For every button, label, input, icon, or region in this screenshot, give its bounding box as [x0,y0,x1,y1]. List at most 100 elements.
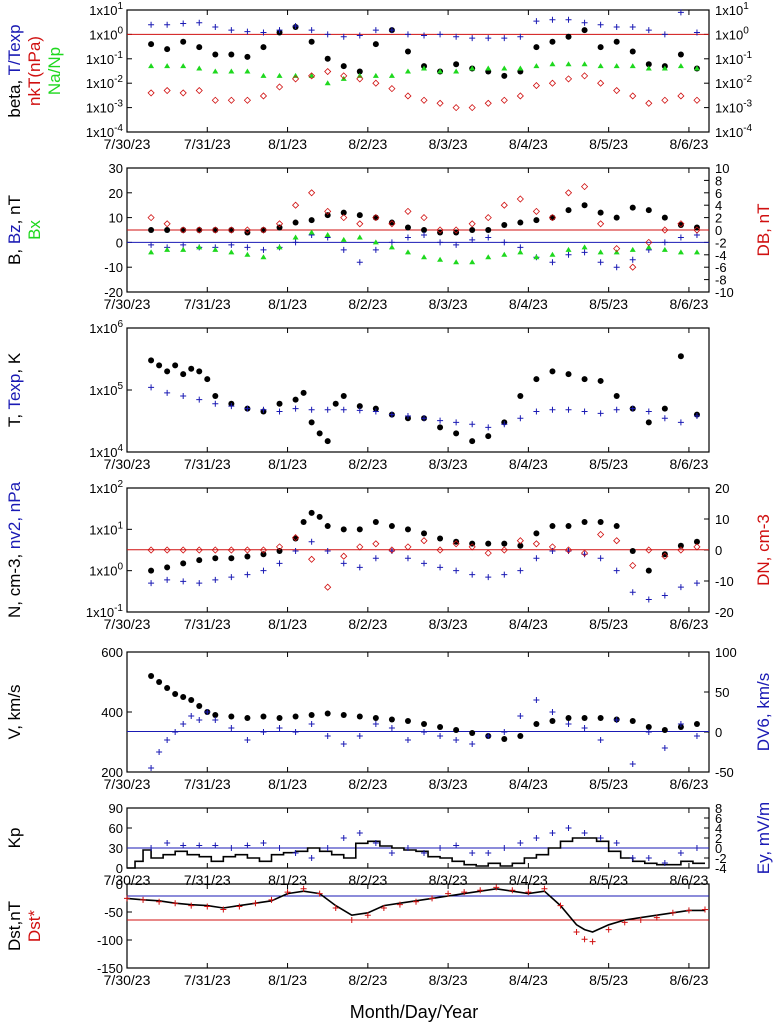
series-dot [148,509,700,574]
data-point [380,905,387,911]
data-point [533,408,540,415]
data-point [276,72,283,78]
data-point [140,896,147,903]
data-point [669,909,676,916]
data-point [565,246,572,252]
data-point [613,214,620,221]
data-point [284,889,291,896]
y-tick-label: 1x102 [89,479,123,496]
data-point [212,712,219,718]
data-point [244,737,251,743]
data-point [493,884,500,891]
data-point [372,519,379,526]
left-axis-label: beta, T/Texp [5,24,24,117]
data-point [227,546,235,554]
data-point [204,709,211,715]
x-tick-label: 8/3/23 [429,972,468,988]
right-y-tick-label: 0 [715,725,722,740]
data-point [565,251,572,258]
data-point [292,201,300,209]
data-point [565,61,572,67]
data-point [516,195,524,203]
data-point [188,365,195,372]
data-point [340,393,347,400]
data-point [260,729,267,735]
data-point [179,546,187,554]
data-point [565,523,572,530]
data-point [404,234,411,241]
data-point [453,737,460,743]
data-point [549,38,556,45]
x-tick-label: 8/2/23 [348,296,387,312]
data-point [452,226,460,234]
data-point [276,560,283,567]
data-point [212,555,219,562]
right-y-tick-label: -10 [715,574,734,589]
data-point [677,63,684,69]
x-tick-label: 7/31/23 [184,972,231,988]
data-point [148,384,155,391]
data-point [292,547,299,554]
data-point [195,86,203,95]
data-point [597,63,604,69]
data-point [565,371,572,378]
y-tick-label: 10 [109,211,123,226]
data-point [324,80,331,86]
data-point [260,246,267,253]
data-point [259,546,268,554]
data-point [468,220,476,228]
x-tick-label: 7/30/23 [104,776,151,792]
data-point [501,736,508,742]
data-point [436,546,444,554]
data-point [693,249,700,255]
data-point [243,546,251,554]
data-point [661,727,668,733]
data-point [613,567,620,574]
data-point [268,896,275,903]
data-point [581,936,588,943]
data-point [404,737,411,743]
data-point [404,543,412,551]
right-y-tick-label: -4 [715,861,727,876]
data-point [597,209,604,216]
right-y-tick-label: 100 [715,645,737,660]
data-point [324,231,331,237]
data-point [396,901,403,908]
data-point [437,256,444,262]
data-point [356,403,363,410]
panel-frame [126,9,710,133]
data-point [404,68,411,74]
data-point [180,63,187,69]
data-point [372,27,379,34]
data-point [164,63,171,69]
data-point [324,67,332,76]
data-point [421,231,428,238]
right-axis-label: Ey, mV/m [754,802,773,874]
data-point [356,68,363,75]
data-point [260,406,267,413]
data-point [211,96,219,104]
series-plus [148,384,700,431]
data-point [581,830,588,836]
data-point [276,244,283,250]
data-point [324,55,331,62]
data-point [645,729,652,735]
panel-frame [126,807,710,869]
data-point [180,20,187,27]
data-point [517,567,524,574]
data-point [437,733,444,739]
data-point [501,65,508,71]
data-point [228,241,235,248]
data-point [156,898,163,905]
data-point [645,546,653,554]
data-point [421,721,428,727]
panel-B: 7/30/23 7/31/23 8/1/23 8/2/23 8/3/23 8/4/23 8/… [5,161,773,312]
y-tick-label: 1x10-2 [86,74,124,91]
panels: 7/30/23 7/31/23 8/1/23 8/2/23 8/3/23 8/4/23 8/… [5,1,773,988]
data-point [437,31,444,38]
data-point [332,905,339,911]
data-point [500,201,508,209]
data-point [693,543,701,551]
data-point [613,63,620,69]
data-point [677,92,685,100]
